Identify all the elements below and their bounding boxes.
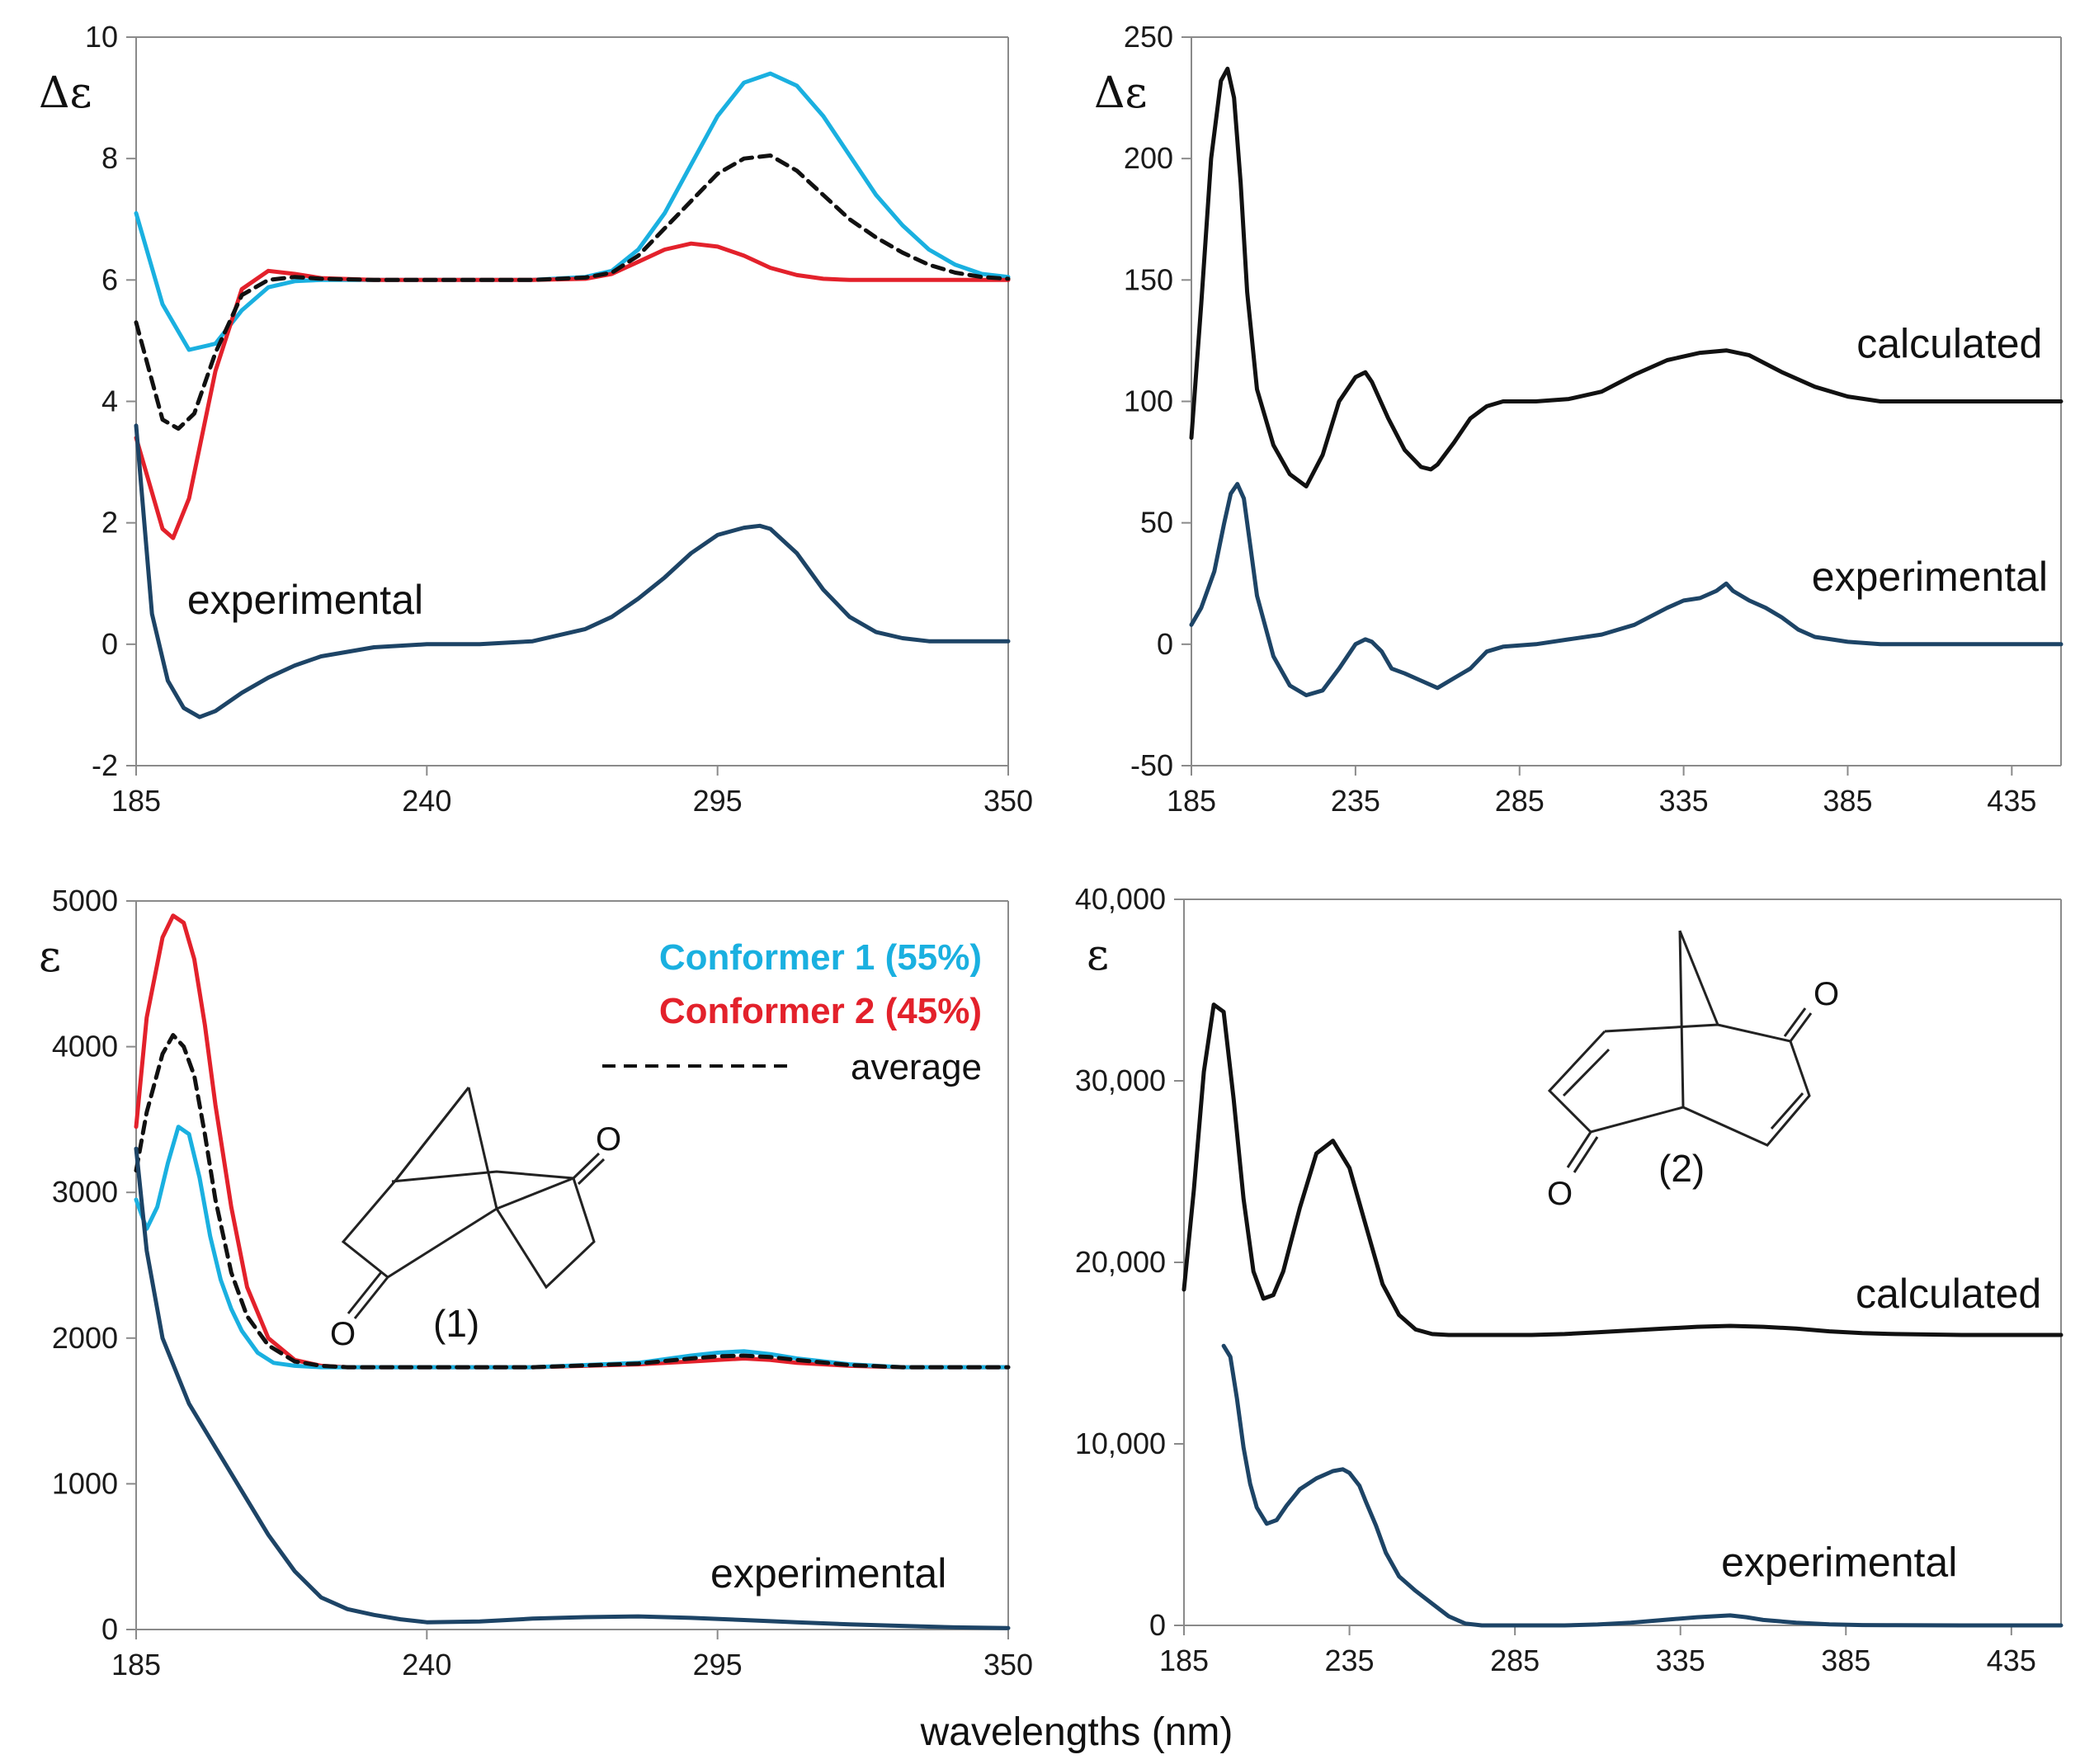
x-tick-label: 385 [1823,784,1872,818]
x-tick-label: 185 [1167,784,1216,818]
series-label: experimental [187,577,423,623]
x-tick-label: 285 [1490,1644,1540,1677]
x-tick-label: 385 [1821,1644,1870,1677]
series-experimental [1221,1343,2063,1628]
series-label: calculated [1856,321,2042,367]
molecule-1-oxygen-top: O [596,1121,621,1158]
x-tick-label: 285 [1495,784,1545,818]
x-tick-label: 235 [1331,784,1380,818]
y-axis-label: ε [39,932,61,982]
molecule-2-structure [1547,930,1813,1173]
series-experimental [1189,482,2063,698]
y-tick-label: 40,000 [1075,882,1166,916]
y-tick-label: 8 [101,141,118,175]
y-tick-label: 1000 [52,1466,118,1500]
y-tick-label: 10 [85,20,118,54]
series-calculated [1189,66,2063,488]
x-tick-label: 185 [1159,1644,1209,1677]
y-tick-label: 150 [1124,262,1173,296]
legend-conformer-2: Conformer 2 (45%) [659,991,982,1031]
y-axis-label: Δε [39,68,92,118]
x-tick-label: 295 [693,784,743,818]
chart-bottom-left: 0 1000 2000 3000 4000 5000 185 240 295 350 ε experi… [39,884,1033,1681]
x-tick-label: 335 [1656,1644,1705,1677]
y-tick-label: -2 [92,748,118,782]
series-average [134,153,1011,432]
series-average [134,1033,1011,1370]
y-tick-label: 3000 [52,1175,118,1209]
x-tick-label: 350 [983,1648,1033,1681]
series-calculated [1181,1002,2063,1337]
series-experimental [134,423,1011,719]
y-tick-label: 100 [1124,384,1173,418]
y-tick-label: 0 [101,627,118,661]
series-conformer1 [134,71,1011,352]
y-tick-label: 0 [1149,1608,1166,1642]
series-label: experimental [1812,554,2048,600]
series-label: experimental [710,1550,946,1597]
x-tick-label: 240 [402,1648,451,1681]
y-tick-label: 50 [1140,506,1173,540]
y-tick-label: 10,000 [1075,1427,1166,1460]
y-tick-label: 250 [1124,20,1173,54]
legend-average: average [851,1047,982,1087]
x-axis-label: wavelengths (nm) [920,1710,1233,1754]
series-label: experimental [1721,1540,1957,1586]
series-experimental [134,1146,1011,1630]
x-tick-label: 235 [1325,1644,1375,1677]
series-conformer1 [134,1125,1011,1370]
molecule-1-structure [341,1087,606,1319]
x-tick-label: 435 [1987,784,2036,818]
y-tick-label: 20,000 [1075,1245,1166,1279]
y-tick-label: 6 [101,262,118,296]
y-tick-label: 4000 [52,1030,118,1064]
y-tick-label: 5000 [52,884,118,917]
y-tick-label: 0 [1157,627,1173,661]
y-axis-label: ε [1087,931,1109,980]
molecule-2-oxygen-top: O [1814,976,1839,1012]
chart-top-right: -50 0 50 100 150 200 250 185 235 285 335 385 435 Δε ca… [1094,20,2063,818]
x-tick-label: 295 [693,1648,743,1681]
molecule-1-oxygen-bottom: O [330,1316,356,1352]
x-tick-label: 435 [1987,1644,2036,1677]
y-tick-label: 2000 [52,1321,118,1355]
series-label: calculated [1856,1271,2041,1317]
series-conformer2 [134,913,1011,1370]
chart-bottom-right: 0 10,000 20,000 30,000 40,000 185 235 285 335 385… [1075,882,2063,1677]
y-tick-label: -50 [1130,748,1173,782]
y-tick-label: 30,000 [1075,1064,1166,1097]
x-tick-label: 185 [111,784,161,818]
molecule-2-oxygen-bottom: O [1547,1176,1573,1212]
x-tick-label: 350 [983,784,1033,818]
legend: Conformer 1 (55%) Conformer 2 (45%) aver… [602,937,982,1087]
molecule-1-label: (1) [433,1302,479,1345]
y-tick-label: 0 [101,1612,118,1646]
chart-top-left: -2 0 2 4 6 8 10 185 240 295 350 Δε experimental [39,20,1033,818]
molecule-2-label: (2) [1658,1147,1705,1190]
x-tick-label: 240 [402,784,451,818]
legend-conformer-1: Conformer 1 (55%) [659,937,982,978]
y-axis-label: Δε [1094,68,1148,118]
x-tick-label: 335 [1659,784,1709,818]
x-tick-label: 185 [111,1648,161,1681]
y-tick-label: 2 [101,506,118,540]
y-tick-label: 200 [1124,141,1173,175]
y-tick-label: 4 [101,384,118,418]
